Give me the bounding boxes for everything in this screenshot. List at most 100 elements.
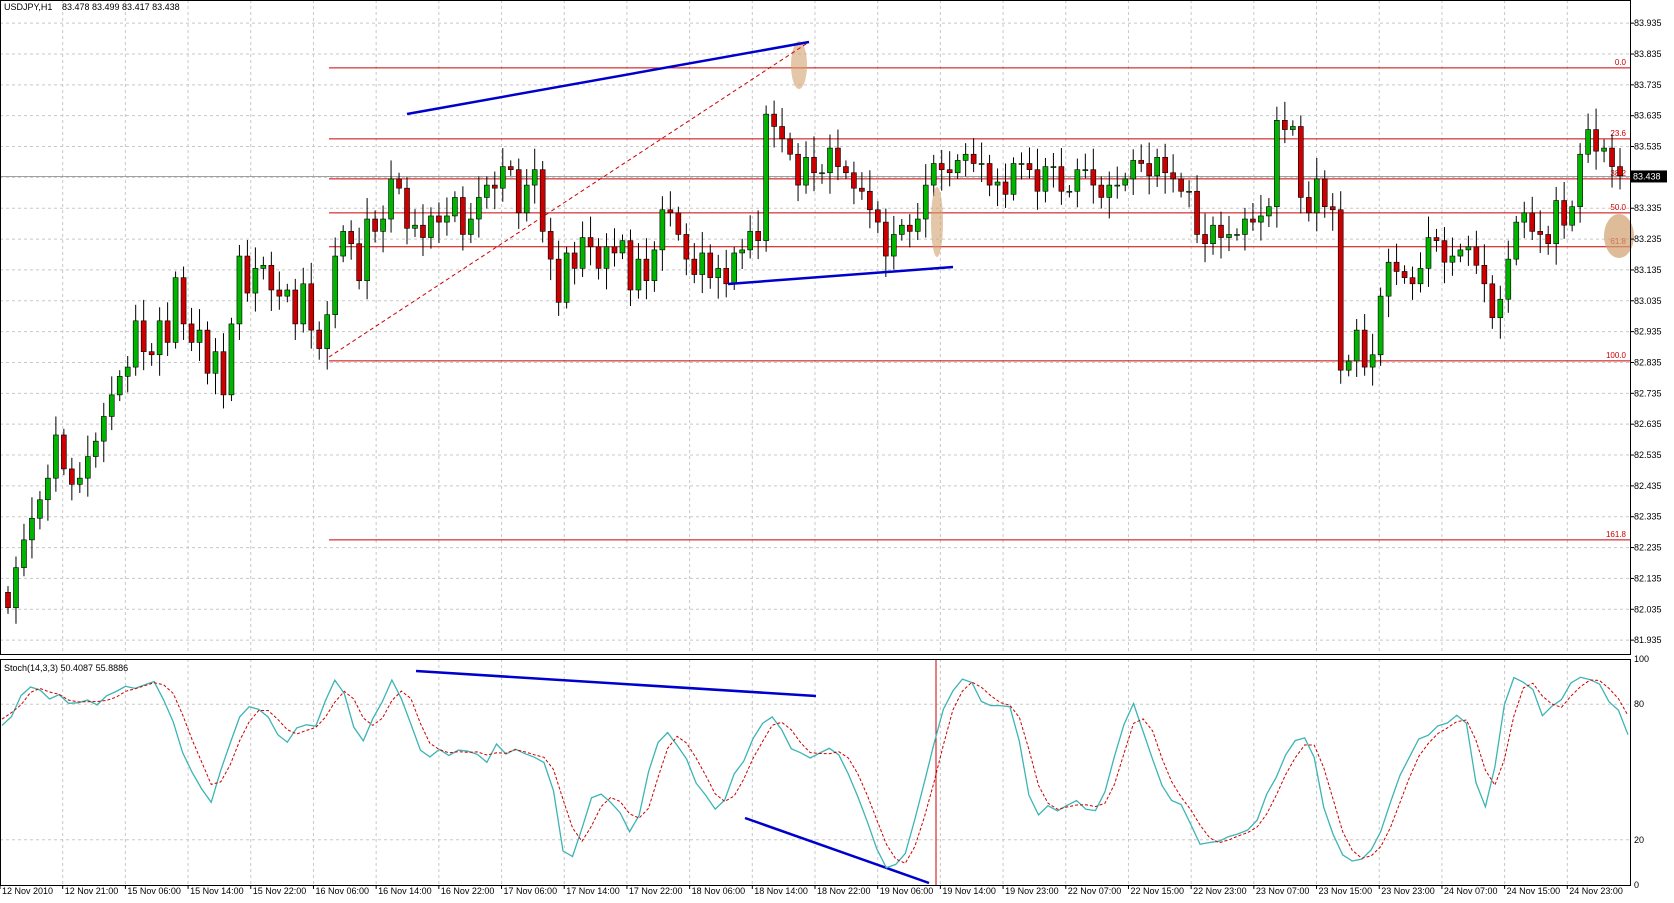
candle-body xyxy=(124,366,131,377)
candle-body xyxy=(324,314,331,349)
time-tick-label: 15 Nov 06:00 xyxy=(127,886,181,896)
candle-body xyxy=(21,539,27,568)
candle-body xyxy=(1266,206,1272,217)
time-tick-label: 18 Nov 06:00 xyxy=(692,886,746,896)
swing-low-highlight xyxy=(931,187,943,257)
candle-body xyxy=(276,289,283,297)
candle-body xyxy=(1617,166,1623,177)
stoch-level-label: 0 xyxy=(1634,880,1639,890)
candle-body xyxy=(922,184,929,220)
stochastic-main-line[interactable] xyxy=(1,676,1629,869)
candle-body xyxy=(412,224,418,229)
candle-body xyxy=(1210,224,1216,245)
text-layer: USDJPY,H1 83.478 83.499 83.417 83.438 St… xyxy=(4,2,180,673)
candle-body xyxy=(476,197,482,220)
fib-61-8-highlight xyxy=(1604,214,1634,258)
candle-body xyxy=(468,218,474,235)
candle-body xyxy=(1513,221,1520,260)
fib-level-label: 0.0 xyxy=(1615,58,1627,67)
time-tick-label: 23 Nov 07:00 xyxy=(1256,886,1310,896)
candle-body xyxy=(970,153,977,164)
price-tick-label: 82.535 xyxy=(1634,450,1662,460)
candle-body xyxy=(316,329,323,349)
candle-body xyxy=(859,187,865,192)
time-tick-label: 12 Nov 2010 xyxy=(2,886,53,896)
candle-body xyxy=(954,160,961,174)
candle-body xyxy=(914,218,921,232)
candle-body xyxy=(507,166,514,170)
candle-body xyxy=(172,277,179,343)
candle-body xyxy=(164,320,171,343)
candle-body xyxy=(827,147,833,174)
candle-body xyxy=(380,218,386,232)
candle-body xyxy=(1433,237,1440,241)
candle-body xyxy=(292,289,299,325)
candle-body xyxy=(13,567,19,609)
candle-body xyxy=(523,184,530,214)
stoch-lower-trendline[interactable] xyxy=(744,816,930,885)
price-upper-trendline[interactable] xyxy=(406,40,810,116)
stochastic-signal-line[interactable] xyxy=(1,679,1629,864)
candle-body xyxy=(260,265,267,269)
candle-body xyxy=(667,209,674,214)
candle-body xyxy=(428,215,434,238)
candle-body xyxy=(1122,178,1129,186)
candle-body xyxy=(563,252,570,303)
price-tick-label: 82.735 xyxy=(1634,388,1662,398)
candle-body xyxy=(867,190,873,211)
candle-body xyxy=(499,166,506,189)
candle-body xyxy=(29,517,35,541)
stoch-upper-trendline[interactable] xyxy=(415,669,817,698)
candle-body xyxy=(763,113,769,241)
candle-body xyxy=(603,246,610,269)
candle-body xyxy=(875,209,881,223)
candle-body xyxy=(843,166,849,174)
time-tick-label: 17 Nov 14:00 xyxy=(566,886,620,896)
candle-body xyxy=(1441,240,1448,263)
candle-body xyxy=(1282,120,1288,130)
candle-body xyxy=(1561,200,1567,226)
fib-level-label: 161.8 xyxy=(1606,530,1627,539)
candle-body xyxy=(236,255,243,325)
candle-body xyxy=(244,255,251,294)
candle-body xyxy=(188,323,195,343)
candle-body xyxy=(1313,178,1320,214)
candle-body xyxy=(1393,261,1400,272)
candle-body xyxy=(891,234,897,257)
price-lower-trendline[interactable] xyxy=(727,265,954,286)
candle-body xyxy=(1162,157,1168,174)
candle-body xyxy=(595,246,602,269)
time-tick-label: 23 Nov 15:00 xyxy=(1319,886,1373,896)
price-tick-label: 82.935 xyxy=(1634,327,1662,337)
candle-body xyxy=(619,240,626,254)
candle-body xyxy=(1489,283,1496,319)
candle-body xyxy=(787,138,793,155)
stochastic-series xyxy=(1,676,1629,869)
candle-body xyxy=(156,320,163,356)
candle-body xyxy=(1601,147,1607,152)
candle-body xyxy=(755,231,761,241)
candle-body xyxy=(1018,163,1025,165)
price-tick-label: 83.635 xyxy=(1634,111,1662,121)
price-tick-label: 82.335 xyxy=(1634,512,1662,522)
candle-body xyxy=(444,215,450,223)
candle-body xyxy=(978,163,985,165)
candle-body xyxy=(651,249,658,282)
candle-body xyxy=(1218,224,1224,238)
fib-diagonal[interactable] xyxy=(328,41,810,358)
candle-body xyxy=(819,172,825,175)
candle-body xyxy=(300,283,307,325)
time-tick-label: 23 Nov 23:00 xyxy=(1381,886,1435,896)
candle-body xyxy=(100,416,107,442)
time-tick-label: 19 Nov 06:00 xyxy=(880,886,934,896)
time-tick-label: 12 Nov 21:00 xyxy=(65,886,119,896)
candle-body xyxy=(747,231,753,251)
candle-body xyxy=(108,394,115,417)
price-tick-label: 82.135 xyxy=(1634,573,1662,583)
candle-body xyxy=(340,231,346,257)
candle-body xyxy=(946,169,953,174)
candle-body xyxy=(1090,169,1097,186)
candle-body xyxy=(45,477,51,501)
candle-body xyxy=(1577,153,1583,207)
